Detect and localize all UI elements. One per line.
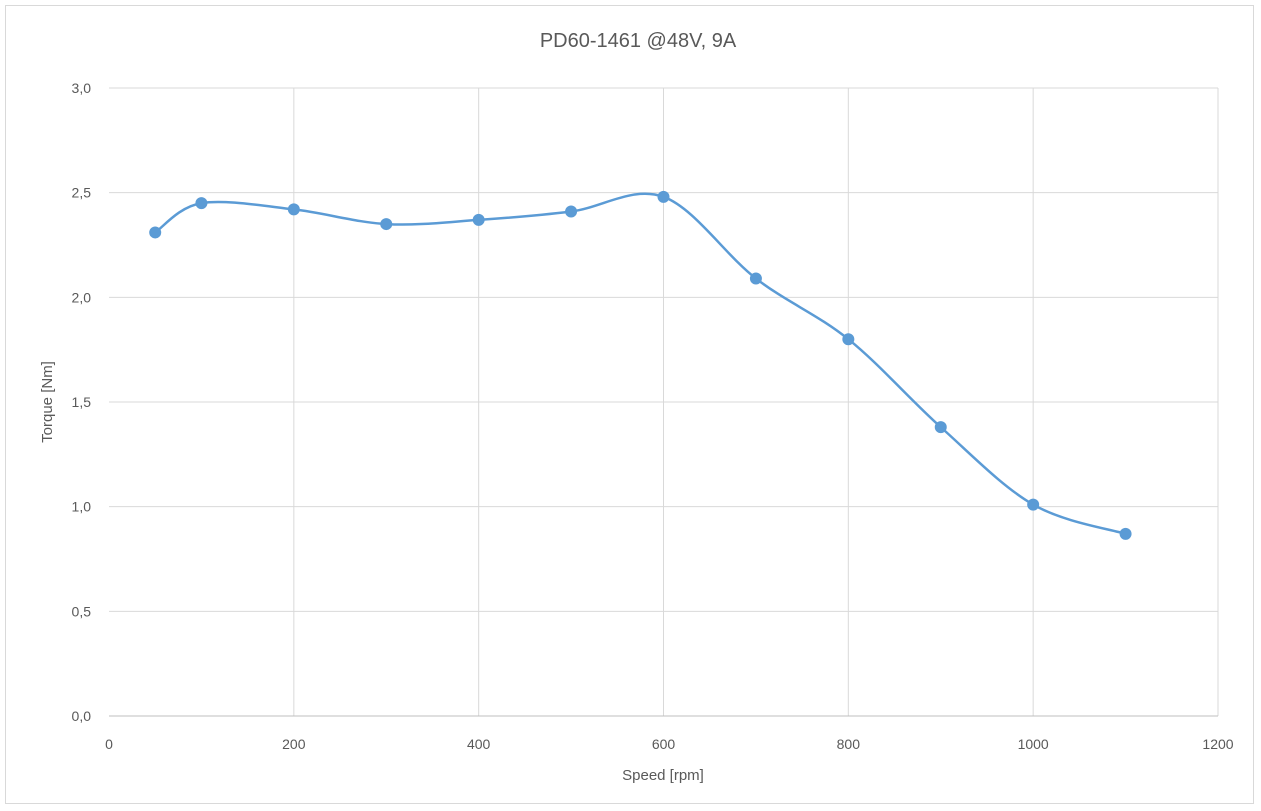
y-tick-labels: 0,0 0,5 1,0 1,5 2,0 2,5 3,0	[72, 80, 92, 724]
x-tick-label: 400	[467, 736, 491, 752]
y-tick-label: 1,5	[72, 394, 92, 410]
x-tick-labels: 0 200 400 600 800 1000 1200	[105, 736, 1234, 752]
y-tick-label: 0,5	[72, 603, 92, 619]
data-point	[472, 213, 485, 226]
y-axis-title: Torque [Nm]	[39, 361, 56, 443]
data-point	[565, 205, 578, 218]
x-axis-title: Speed [rpm]	[622, 767, 704, 784]
chart-title: PD60-1461 @48V, 9A	[540, 30, 737, 52]
data-point	[287, 203, 300, 216]
series-lines	[153, 192, 1127, 536]
data-point	[149, 226, 162, 239]
x-tick-label: 1200	[1202, 736, 1233, 752]
data-point	[657, 190, 670, 203]
data-point	[1119, 527, 1132, 540]
x-tick-label: 600	[652, 736, 676, 752]
y-tick-label: 0,0	[72, 708, 92, 724]
x-tick-label: 200	[282, 736, 306, 752]
series-points	[149, 190, 1132, 540]
x-tick-label: 0	[105, 736, 113, 752]
y-tick-label: 2,0	[72, 289, 92, 305]
data-point	[195, 197, 208, 210]
data-point	[380, 218, 393, 231]
data-point	[934, 421, 947, 434]
data-point	[1027, 498, 1040, 511]
y-tick-label: 1,0	[72, 499, 92, 515]
chart-frame	[5, 5, 1254, 804]
y-tick-label: 3,0	[72, 80, 92, 96]
data-point	[749, 272, 762, 285]
y-tick-label: 2,5	[72, 185, 92, 201]
x-tick-label: 800	[837, 736, 861, 752]
data-point	[842, 333, 855, 346]
x-tick-label: 1000	[1018, 736, 1049, 752]
series-line	[153, 192, 1127, 536]
